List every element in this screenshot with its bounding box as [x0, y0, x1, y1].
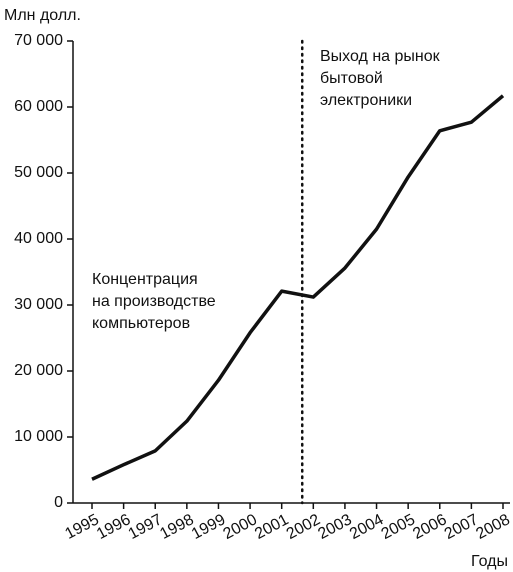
- y-tick-label: 60 000: [14, 98, 63, 115]
- annotation: компьютеров: [92, 315, 190, 332]
- annotation: Выход на рынок: [320, 48, 441, 65]
- annotation: электроники: [320, 92, 412, 109]
- line: [91, 94, 505, 481]
- y-tick-label: 30 000: [14, 296, 63, 313]
- y-tick-label: 50 000: [14, 164, 63, 181]
- annotation: бытовой: [320, 70, 383, 87]
- annotation: Концентрация: [92, 271, 198, 288]
- x-axis-label: Годы: [471, 553, 508, 570]
- annotation: на производстве: [92, 293, 216, 310]
- y-tick-label: 20 000: [14, 362, 63, 379]
- y-tick-label: 40 000: [14, 230, 63, 247]
- y-tick-label: 10 000: [14, 428, 63, 445]
- x-tick-label: 2008: [473, 511, 513, 543]
- y-tick-label: 70 000: [14, 32, 63, 49]
- y-axis-label: Млн долл.: [4, 7, 81, 24]
- y-tick-label: 0: [54, 494, 63, 511]
